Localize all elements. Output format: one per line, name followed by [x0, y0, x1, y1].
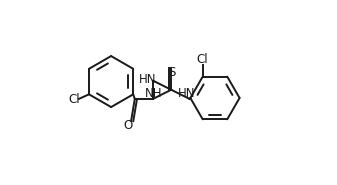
Text: O: O: [123, 119, 132, 132]
Text: NH: NH: [145, 87, 163, 100]
Text: Cl: Cl: [196, 53, 208, 66]
Text: HN: HN: [177, 87, 195, 100]
Text: Cl: Cl: [68, 93, 80, 106]
Text: S: S: [168, 66, 176, 79]
Text: HN: HN: [139, 73, 156, 86]
